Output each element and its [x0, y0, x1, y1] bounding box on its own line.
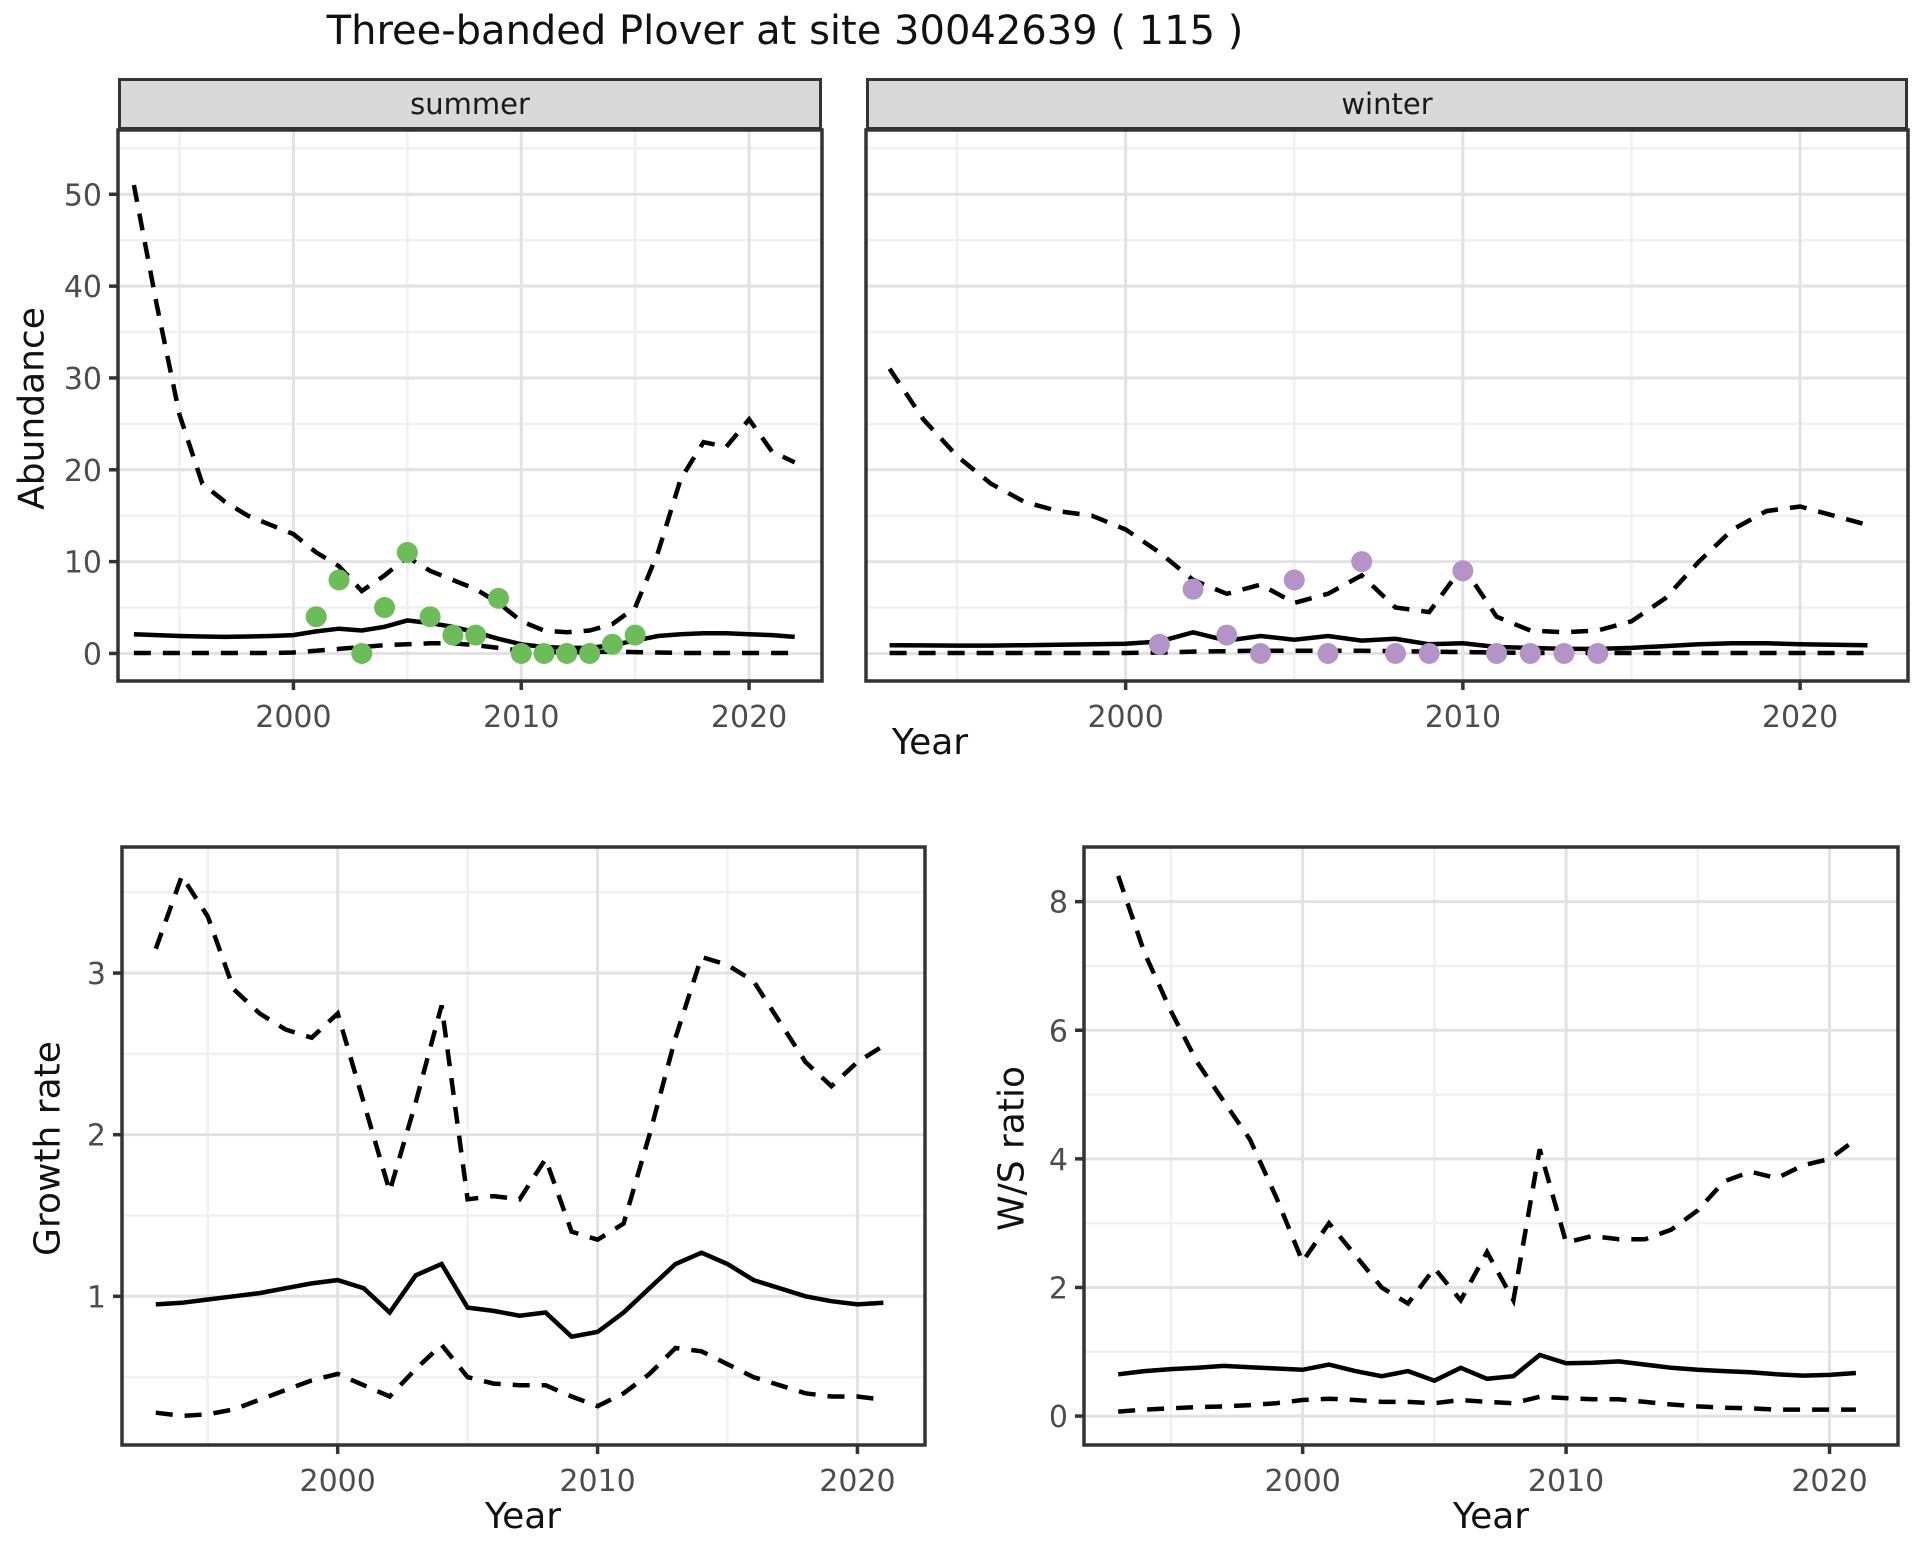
observation-point — [556, 642, 578, 664]
observation-point — [1384, 642, 1406, 664]
observation-point — [601, 633, 623, 655]
series-median — [889, 629, 1868, 652]
y-tick-label: 1 — [87, 1280, 106, 1315]
observation-point — [1418, 642, 1440, 664]
panel-frame — [116, 128, 824, 683]
panel-abundance-summer: 2000 2010 2020 0 10 20 30 40 50 — [64, 128, 824, 735]
panel-background — [122, 847, 925, 1445]
x-tick-label: 2020 — [1791, 1464, 1867, 1499]
y-tick-label: 10 — [64, 546, 102, 581]
y-axis-title-ws-ratio: W/S ratio — [991, 1065, 1033, 1232]
series-median — [1117, 1352, 1857, 1384]
observation-point — [1486, 642, 1508, 664]
observation-point — [1587, 642, 1609, 664]
series-upper-95ci — [153, 871, 885, 1243]
facet-strip-winter-label: winter — [1341, 87, 1433, 121]
series-upper-95ci — [131, 184, 796, 635]
x-axis-title-year-bottom-right: Year — [1452, 1496, 1530, 1537]
observation-point — [1216, 624, 1238, 646]
y-tick-label: 8 — [1049, 886, 1068, 921]
panel-frame — [864, 128, 1910, 683]
y-axis-title-growth-rate: Growth rate — [27, 1041, 69, 1256]
x-tick-label: 2010 — [1425, 700, 1501, 735]
series-upper-95ci — [887, 367, 1869, 635]
observation-point — [510, 642, 532, 664]
x-axis-title-year-top: Year — [891, 722, 969, 763]
facet-strip-winter: winter — [866, 78, 1908, 130]
x-tick-label: 2000 — [1087, 700, 1163, 735]
x-tick-label: 2000 — [300, 1464, 376, 1499]
x-tick-label: 2020 — [1762, 700, 1838, 735]
panel-background — [118, 130, 822, 681]
series-upper-95ci — [1116, 875, 1858, 1308]
observation-point — [1182, 578, 1204, 600]
x-tick-label: 2020 — [819, 1464, 895, 1499]
series-median — [133, 618, 795, 651]
x-tick-label: 2010 — [483, 700, 559, 735]
observation-point — [487, 587, 509, 609]
y-tick-label: 2 — [87, 1119, 106, 1154]
observation-point — [1317, 642, 1339, 664]
panel-abundance-winter: 2000 2010 2020 — [864, 128, 1910, 735]
facet-strip-summer: summer — [118, 78, 822, 130]
series-lower-95ci — [155, 1341, 884, 1419]
observation-point — [1250, 642, 1272, 664]
observation-point — [465, 624, 487, 646]
y-tick-label: 0 — [83, 637, 102, 672]
y-tick-label: 50 — [64, 178, 102, 213]
y-axis-title-abundance: Abundance — [11, 307, 53, 510]
observation-point — [396, 541, 418, 563]
y-tick-label: 40 — [64, 270, 102, 305]
observation-point — [1283, 569, 1305, 591]
observation-point — [624, 624, 646, 646]
observation-point — [305, 606, 327, 628]
panel-background — [1084, 847, 1898, 1445]
observation-point — [533, 642, 555, 664]
observation-point — [1519, 642, 1541, 664]
facet-strip-summer-label: summer — [410, 87, 530, 121]
chart-title: Three-banded Plover at site 30042639 ( 1… — [326, 8, 1244, 54]
panel-frame — [120, 845, 927, 1447]
x-axis-title-year-bottom-left: Year — [484, 1496, 562, 1537]
panel-background — [866, 130, 1908, 681]
x-tick-label: 2000 — [1264, 1464, 1340, 1499]
observation-point — [1148, 633, 1170, 655]
y-tick-label: 20 — [64, 454, 102, 489]
observation-point — [1452, 560, 1474, 582]
series-lower-95ci — [1118, 1394, 1856, 1414]
x-tick-label: 2000 — [255, 700, 331, 735]
y-tick-label: 2 — [1049, 1271, 1068, 1306]
y-tick-label: 0 — [1049, 1400, 1068, 1435]
y-tick-label: 4 — [1049, 1143, 1068, 1178]
observation-point — [1351, 551, 1373, 573]
observation-point — [374, 597, 396, 619]
x-tick-label: 2020 — [711, 700, 787, 735]
observation-point — [351, 642, 373, 664]
series-median — [155, 1250, 884, 1340]
y-tick-label: 30 — [64, 362, 102, 397]
series-lower-95ci — [133, 641, 795, 656]
series-lower-95ci — [889, 648, 1868, 656]
panel-ws-ratio: 2000 2010 2020 0 2 4 6 8 — [1049, 845, 1900, 1499]
panel-growth-rate: 2000 2010 2020 1 2 3 — [87, 845, 927, 1499]
x-tick-label: 2010 — [559, 1464, 635, 1499]
observation-point — [328, 569, 350, 591]
x-tick-label: 2010 — [1528, 1464, 1604, 1499]
observation-point — [579, 642, 601, 664]
observation-point — [442, 624, 464, 646]
observation-point — [1553, 642, 1575, 664]
y-tick-label: 6 — [1049, 1014, 1068, 1049]
observation-point — [419, 606, 441, 628]
y-tick-label: 3 — [87, 957, 106, 992]
panel-frame — [1082, 845, 1900, 1447]
